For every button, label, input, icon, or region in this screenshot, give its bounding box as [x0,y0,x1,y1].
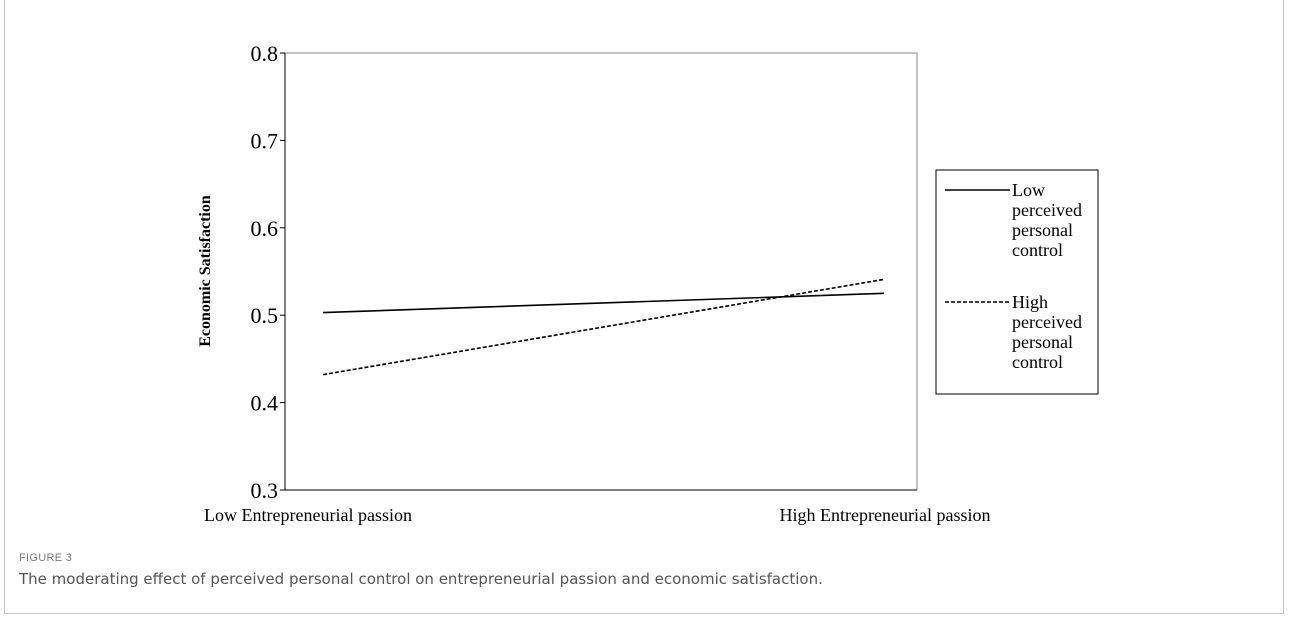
y-tick-label: 0.4 [251,391,279,416]
line-chart: 0.8 0.7 0.6 0.5 0.4 0.3 Low Entrepreneurial p… [197,41,1099,525]
y-axis-label: Economic Satisfaction [197,195,214,347]
x-tick-label: High Entrepreneurial passion [780,505,991,525]
series-line-high-control [322,278,885,376]
y-tick-label: 0.5 [251,303,279,328]
figure-label: FIGURE 3 [19,552,73,564]
series-line-low-control [322,292,885,314]
legend-label-low-control: Low perceived personal control [1012,180,1082,260]
y-tick-label: 0.8 [251,41,279,66]
figure-frame [4,0,1284,614]
legend-box [935,169,1099,395]
figure-caption: The moderating effect of perceived perso… [19,570,823,588]
plot-area [284,52,918,491]
y-tick-label: 0.3 [251,478,279,503]
x-tick-label: Low Entrepreneurial passion [204,505,412,525]
y-tick-label: 0.7 [251,128,279,153]
y-tick-label: 0.6 [251,216,279,241]
legend-label-high-control: High perceived personal control [1012,292,1082,372]
